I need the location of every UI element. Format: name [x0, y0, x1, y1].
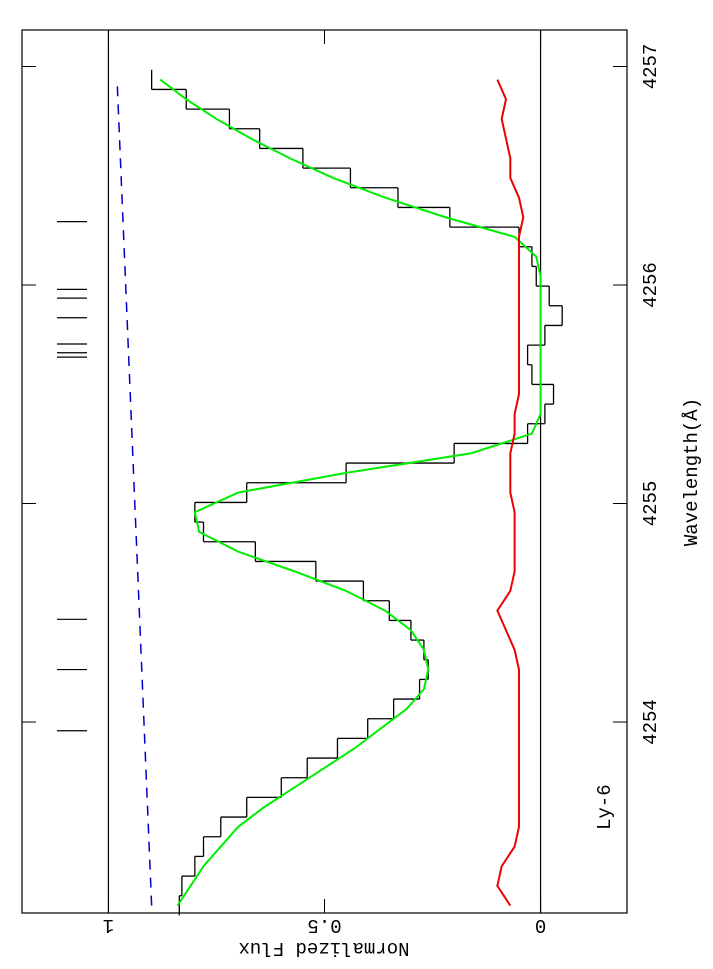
x-tick-label: 4257: [640, 44, 662, 90]
y-tick-label: 0.5: [307, 914, 341, 936]
x-tick-label: 4256: [640, 262, 662, 308]
rotated-plot: Ly-6 Wavelength(Å) Normalized Flux 4254 4…: [21, 29, 703, 959]
plot-frame: [21, 29, 628, 914]
series-line: [496, 79, 525, 907]
y-axis-label: Normalized Flux: [238, 937, 409, 959]
y-tick-label: 1: [103, 914, 114, 936]
y-tick-label: 0: [535, 914, 546, 936]
panel-label: Ly-6: [594, 784, 616, 830]
x-tick-label: 4255: [640, 481, 662, 527]
series-line: [159, 78, 542, 907]
x-axis-label: Wavelength(Å): [681, 398, 703, 546]
continuum-line: [116, 79, 153, 906]
x-tick-label: 4254: [640, 699, 662, 745]
